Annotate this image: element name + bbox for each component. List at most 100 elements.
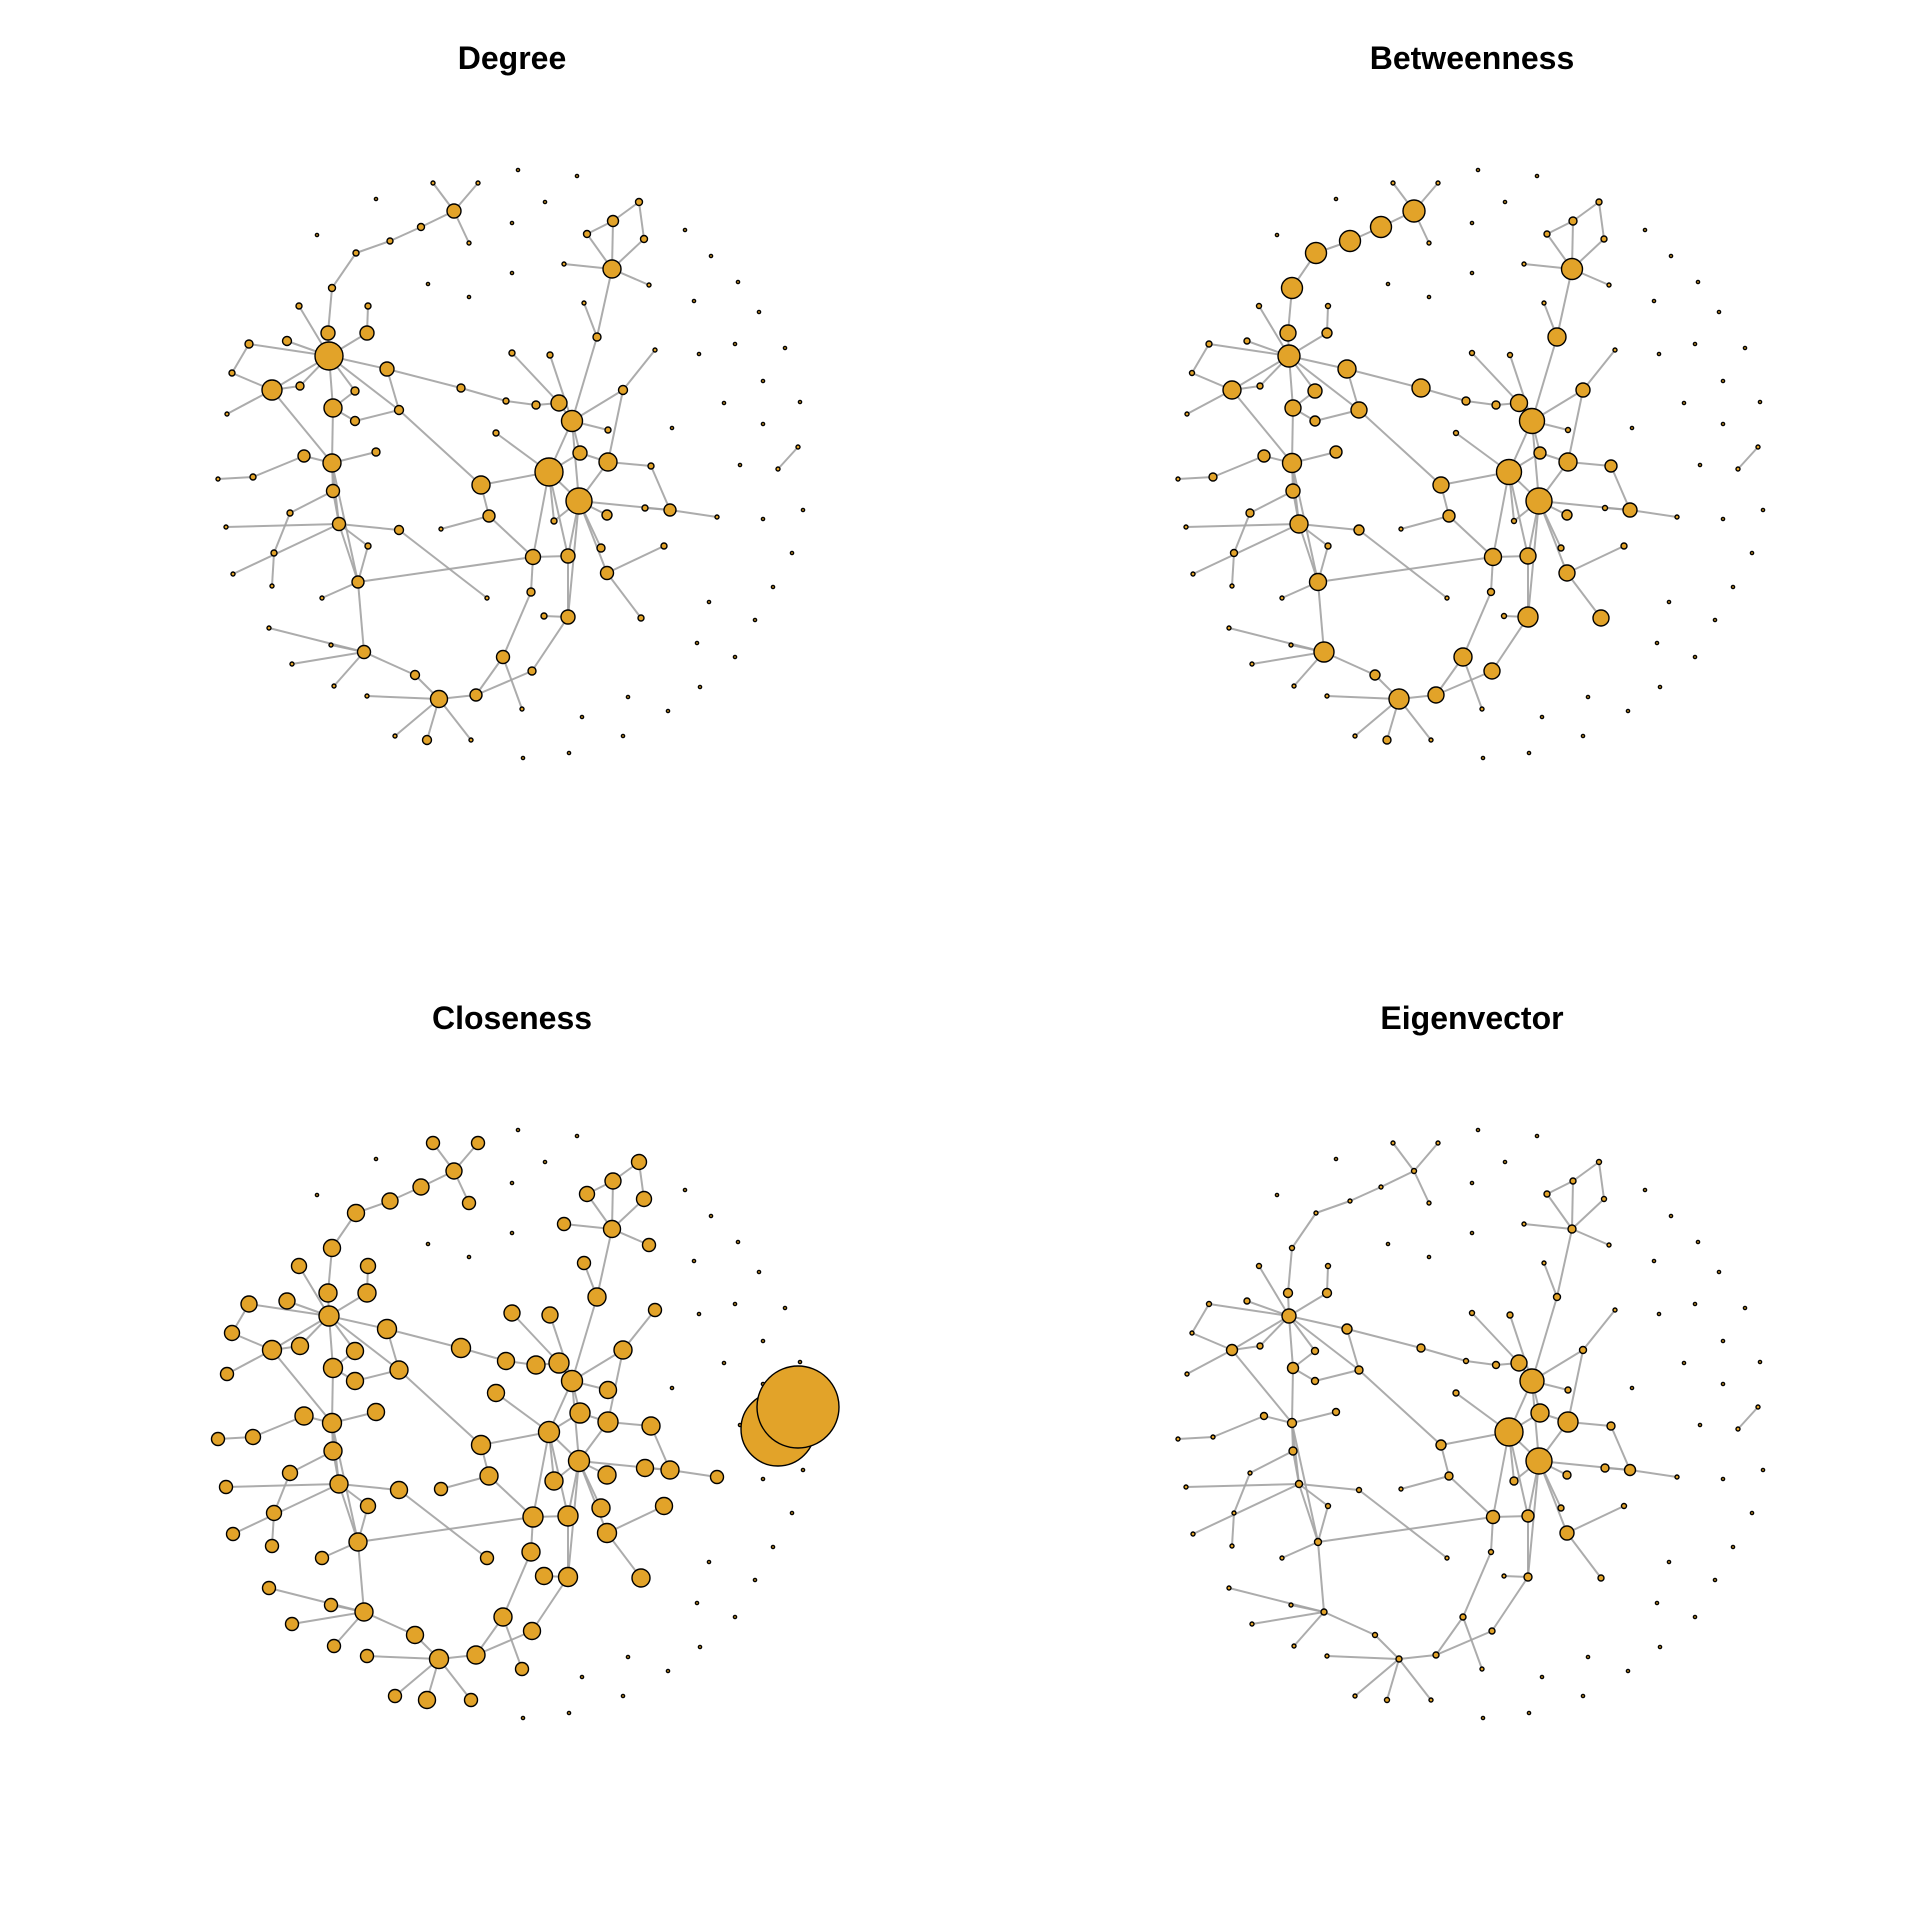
graph-node-L5 (1337, 359, 1357, 379)
graph-node-L37 (1291, 1643, 1297, 1649)
graph-node-L33 (1226, 625, 1232, 631)
graph-node-L5 (1341, 1323, 1353, 1335)
graph-node-L7 (290, 1336, 310, 1356)
graph-edge (355, 240, 391, 254)
graph-node-R10 (541, 1306, 559, 1324)
graph-node-L30 (1190, 1531, 1196, 1537)
graph-node-I22 (1760, 507, 1766, 513)
graph-node-I26 (1666, 599, 1672, 605)
graph-node-L1 (1277, 344, 1301, 368)
graph-node-L20 (323, 1441, 343, 1461)
graph-node-L37 (326, 1638, 342, 1654)
edges-layer (1177, 1142, 1759, 1701)
graph-node-L10 (1205, 340, 1213, 348)
graph-edge (531, 1576, 569, 1632)
graph-node-L27 (1231, 1510, 1237, 1516)
graph-edge (252, 455, 305, 478)
graph-node-C1 (322, 1238, 342, 1258)
graph-node-R9 (508, 349, 516, 357)
graph-node-B2 (1388, 688, 1410, 710)
graph-node-L23 (286, 509, 294, 517)
graph-node-R7 (531, 400, 541, 410)
graph-node-R14 (470, 1434, 492, 1456)
graph-node-I31 (665, 708, 671, 714)
graph-edge (1288, 1315, 1360, 1371)
graph-node-S9 (1541, 1260, 1547, 1266)
graph-node-L11 (281, 335, 293, 347)
graph-edge (1435, 1630, 1493, 1656)
graph-edge (488, 515, 534, 558)
graph-node-L36 (1249, 661, 1255, 667)
graph-node-L24 (331, 516, 347, 532)
graph-node-R31 (522, 1621, 542, 1641)
graph-node-P137 (433, 1481, 449, 1497)
graph-node-L11 (278, 1292, 296, 1310)
graph-node-L4 (1321, 327, 1333, 339)
graph-node-R22 (557, 1505, 579, 1527)
graph-node-S7 (1606, 1242, 1612, 1248)
graph-edge (331, 252, 357, 289)
graph-node-R1 (537, 1420, 561, 1444)
graph-node-L26 (364, 542, 372, 550)
graph-edge (1288, 1315, 1294, 1369)
graph-edge (1249, 1450, 1294, 1474)
graph-node-I35 (1526, 1710, 1532, 1716)
graph-node-I20 (669, 425, 675, 431)
graph-edge (1380, 1170, 1415, 1188)
graph-node-C6 (425, 1135, 441, 1151)
graph-node-S7 (641, 1237, 657, 1253)
graph-node-S3 (1595, 1158, 1603, 1166)
graph-node-R29 (631, 1568, 651, 1588)
graph-node-C2 (346, 1203, 366, 1223)
graph-node-L21 (1210, 1434, 1216, 1440)
graph-node-D1 (756, 1365, 840, 1449)
graph-edge (1435, 1616, 1464, 1656)
graph-node-L16 (1350, 401, 1368, 419)
graph-node-R11 (613, 1340, 633, 1360)
graph-node-I12 (756, 309, 762, 315)
graph-node-L14 (1255, 1262, 1263, 1270)
graph-node-R8 (496, 1351, 516, 1371)
graph-node-I2 (1534, 1133, 1540, 1139)
graph-edge (338, 1483, 400, 1491)
graph-node-R22 (560, 548, 576, 564)
graph-node-L28 (1229, 583, 1235, 589)
graph-node-R2 (1525, 1447, 1553, 1475)
graph-node-I30 (1657, 684, 1663, 690)
graph-edge (1572, 1161, 1600, 1182)
graph-node-S8 (592, 332, 602, 342)
graph-node-X1 (1606, 1421, 1616, 1431)
graph-node-I32 (625, 1654, 631, 1660)
graph-edge (1185, 523, 1300, 528)
graph-edge (1293, 1611, 1325, 1647)
graph-node-I10 (735, 279, 741, 285)
graph-node-I29 (732, 654, 738, 660)
graph-node-I27 (752, 617, 758, 623)
graph-node-S8 (1547, 327, 1567, 347)
graph-node-R4 (569, 1402, 591, 1424)
graph-edge (1598, 1161, 1605, 1200)
graph-node-S6 (1521, 1221, 1527, 1227)
graph-node-C1 (1280, 276, 1304, 300)
graph-edge (1531, 336, 1558, 422)
graph-node-R11 (617, 384, 629, 396)
graph-node-I35 (566, 750, 572, 756)
graph-edge (1566, 1505, 1625, 1534)
graph-node-I28 (694, 640, 700, 646)
graph-node-I36 (1480, 755, 1486, 761)
graph-edge (1212, 455, 1265, 478)
graph-node-I33 (579, 714, 585, 720)
graph-node-I14 (696, 1311, 702, 1317)
graph-node-L9 (1310, 1376, 1320, 1386)
graph-node-R28 (557, 1566, 579, 1588)
graph-node-R24 (599, 565, 615, 581)
graph-edge (1598, 201, 1605, 240)
graph-node-C3 (381, 1192, 399, 1210)
graph-node-I23 (760, 516, 766, 522)
graph-node-S9 (581, 300, 587, 306)
graph-node-L33 (261, 1580, 277, 1596)
graph-node-L12 (1189, 1330, 1195, 1336)
graph-node-L24 (329, 1474, 349, 1494)
graph-node-L30 (1190, 571, 1196, 577)
graph-node-R30 (1453, 647, 1473, 667)
